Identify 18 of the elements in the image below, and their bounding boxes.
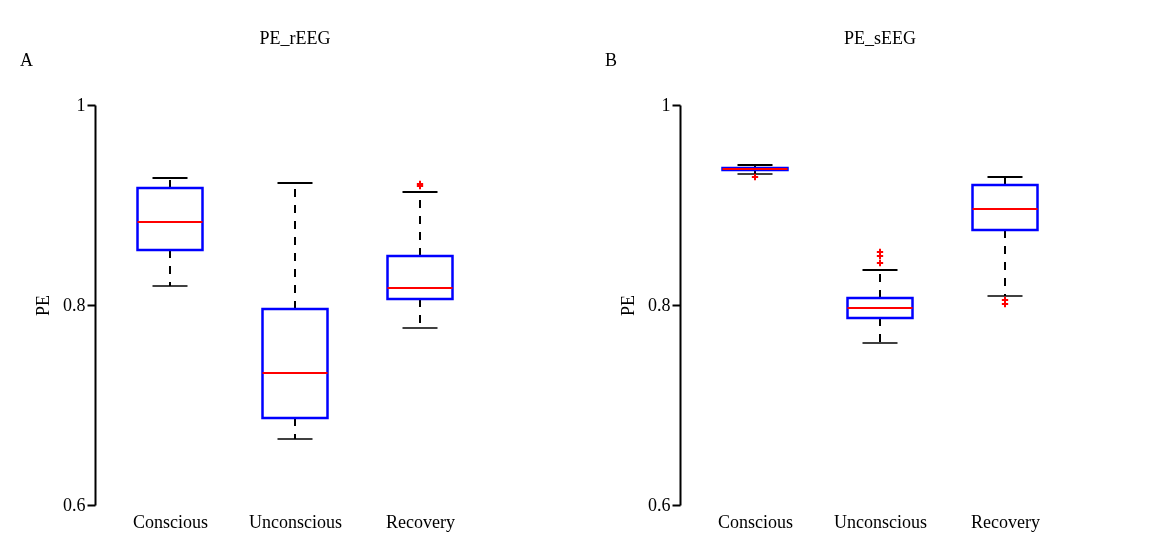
y-tick-label: 0.6 — [648, 494, 671, 515]
x-tick-label: Unconscious — [249, 511, 342, 532]
x-tick-label: Conscious — [132, 511, 209, 532]
x-tick-label: Conscious — [717, 511, 794, 532]
y-tick-label: 1 — [661, 94, 671, 115]
y-axis-title: PE — [618, 294, 638, 317]
text: B — [605, 50, 618, 70]
text: A — [20, 50, 33, 70]
y-tick-label: 0.6 — [63, 494, 86, 515]
x-tick-label: Recovery — [971, 511, 1040, 532]
x-tick-label: Unconscious — [834, 511, 927, 532]
y-axis-title: PE — [33, 294, 53, 317]
chart-title: PE_sEEG — [844, 28, 916, 48]
x-tick-label: Recovery — [386, 511, 455, 532]
y-tick-label: 0.8 — [648, 294, 671, 315]
chart-title: PE_rEEG — [259, 28, 331, 48]
y-tick-label: 1 — [76, 94, 86, 115]
y-tick-label: 0.8 — [63, 294, 86, 315]
